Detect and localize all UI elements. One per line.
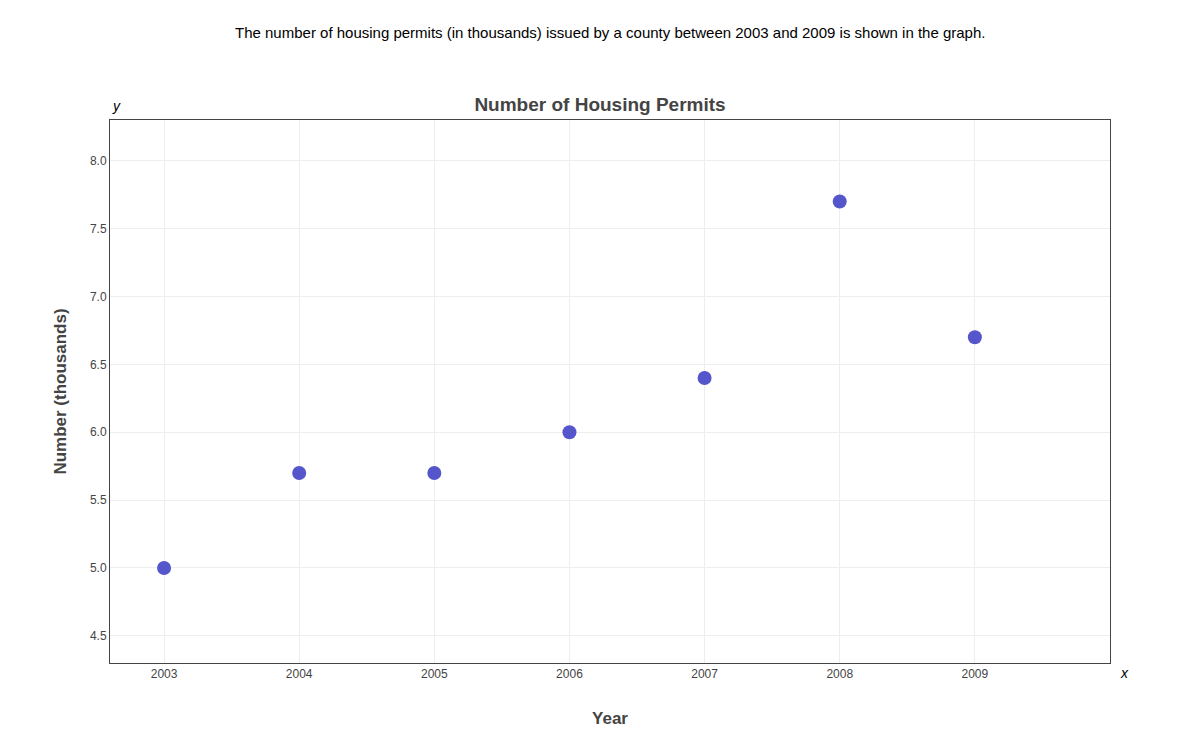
svg-text:2005: 2005 <box>421 667 448 681</box>
svg-text:The number of housing permits: The number of housing permits (in thousa… <box>235 24 985 41</box>
svg-text:2007: 2007 <box>691 667 718 681</box>
svg-text:4.5: 4.5 <box>90 629 107 643</box>
svg-text:2009: 2009 <box>962 667 989 681</box>
svg-text:2003: 2003 <box>151 667 178 681</box>
svg-text:Number (thousands): Number (thousands) <box>51 308 70 474</box>
svg-text:5.0: 5.0 <box>90 561 107 575</box>
svg-text:Number of Housing Permits: Number of Housing Permits <box>474 94 725 115</box>
svg-text:2004: 2004 <box>286 667 313 681</box>
svg-text:2006: 2006 <box>556 667 583 681</box>
svg-text:Year: Year <box>592 709 628 728</box>
svg-text:5.5: 5.5 <box>90 493 107 507</box>
svg-text:8.0: 8.0 <box>90 154 107 168</box>
svg-text:6.5: 6.5 <box>90 358 107 372</box>
svg-text:2008: 2008 <box>826 667 853 681</box>
svg-text:7.5: 7.5 <box>90 222 107 236</box>
svg-text:y: y <box>112 98 121 114</box>
svg-text:6.0: 6.0 <box>90 425 107 439</box>
svg-text:x: x <box>1120 665 1129 681</box>
svg-text:7.0: 7.0 <box>90 290 107 304</box>
